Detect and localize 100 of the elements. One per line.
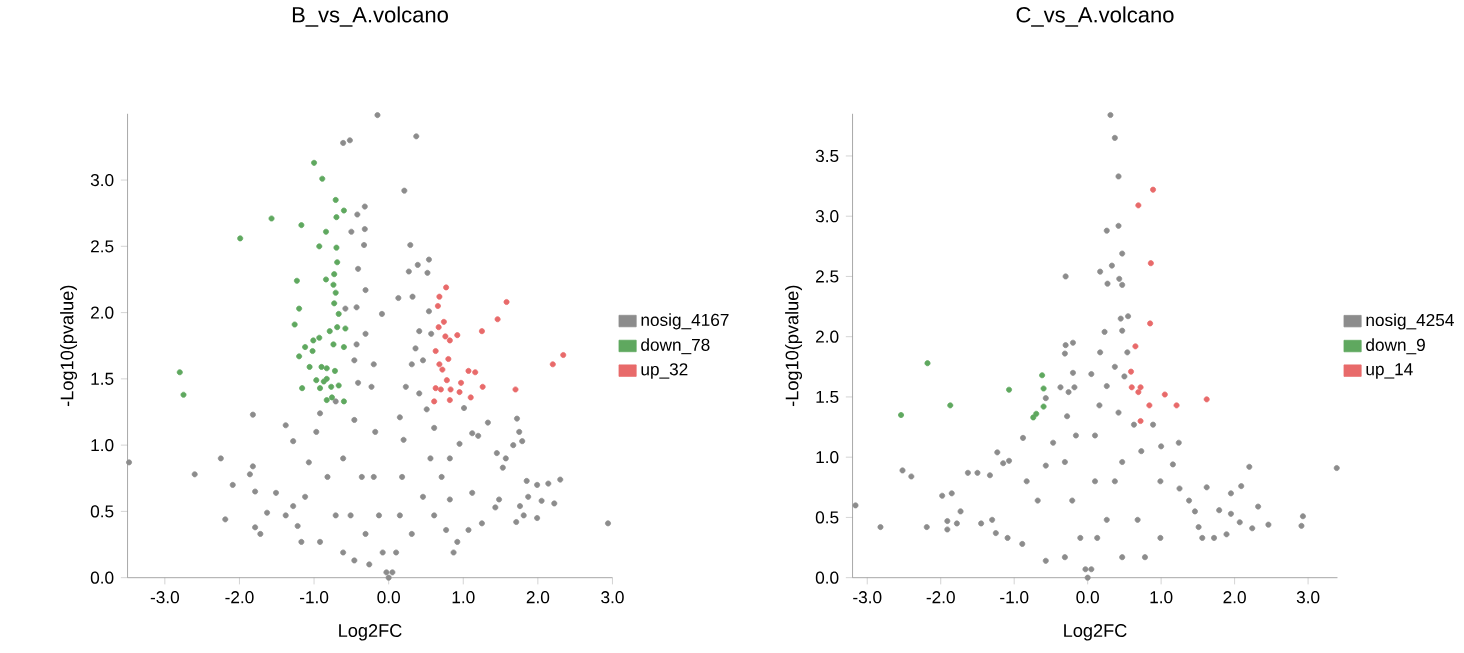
point xyxy=(299,385,306,391)
y-tick-label: 0.0 xyxy=(815,571,839,584)
point xyxy=(1150,186,1157,193)
point xyxy=(436,361,443,368)
point xyxy=(479,383,486,390)
chart-title: B_vs_A.volcano xyxy=(292,6,448,27)
point xyxy=(342,325,349,332)
point xyxy=(443,284,450,291)
point xyxy=(435,324,442,331)
y-tick-label: 2.5 xyxy=(816,270,839,283)
point xyxy=(320,378,327,385)
y-tick-label: 1.0 xyxy=(816,450,839,464)
point xyxy=(1128,368,1134,375)
x-tick-label: -1.0 xyxy=(1000,591,1029,604)
point xyxy=(331,367,338,374)
x-tick-label: 0.0 xyxy=(1076,591,1099,604)
point xyxy=(560,351,567,358)
point xyxy=(445,355,452,362)
point xyxy=(1203,396,1210,403)
point xyxy=(311,159,318,166)
point xyxy=(1030,414,1037,421)
point xyxy=(333,214,340,221)
point xyxy=(437,386,444,393)
x-axis-title: Log2FC xyxy=(1064,623,1127,641)
point xyxy=(331,271,338,278)
point xyxy=(332,196,339,203)
point xyxy=(316,334,323,341)
point xyxy=(293,277,300,284)
y-tick-label: 3.0 xyxy=(90,173,114,187)
point xyxy=(436,293,443,300)
point xyxy=(431,398,438,405)
point xyxy=(328,394,335,401)
point xyxy=(1137,384,1144,391)
x-tick-label: -2.0 xyxy=(926,591,955,604)
point xyxy=(1147,320,1154,327)
point xyxy=(898,411,905,418)
point xyxy=(331,300,338,307)
y-tick-label: 0.5 xyxy=(815,511,839,524)
point xyxy=(323,365,330,372)
x-tick-label: 0.0 xyxy=(377,591,400,604)
point xyxy=(313,377,320,384)
point xyxy=(442,333,449,340)
point xyxy=(323,228,329,235)
y-tick-label: 0.5 xyxy=(90,505,114,518)
point xyxy=(443,377,450,384)
point xyxy=(503,298,510,305)
x-tick-label: -3.0 xyxy=(853,591,882,604)
point xyxy=(467,394,474,401)
point xyxy=(306,363,313,370)
point xyxy=(323,396,330,403)
point xyxy=(330,341,337,348)
point xyxy=(1040,403,1047,410)
legend-label: nosig_4254 xyxy=(1366,313,1454,330)
point xyxy=(447,386,454,393)
y-tick-label: 2.0 xyxy=(91,306,114,319)
point xyxy=(298,222,305,228)
point xyxy=(434,302,441,309)
point xyxy=(1147,260,1154,267)
point xyxy=(456,389,463,395)
point xyxy=(340,343,347,350)
point xyxy=(446,337,453,344)
point xyxy=(1135,202,1142,209)
point xyxy=(446,396,453,403)
y-axis-title: -Log10(pvalue) xyxy=(60,285,78,406)
point xyxy=(340,207,347,214)
point xyxy=(334,259,341,266)
point xyxy=(319,175,326,182)
point xyxy=(1006,386,1013,393)
point xyxy=(309,347,316,354)
x-tick-label: 3.0 xyxy=(601,591,624,604)
legend-label: nosig_4167 xyxy=(641,313,729,330)
x-tick-label: 3.0 xyxy=(1296,591,1320,604)
point xyxy=(440,318,447,325)
y-tick-label: 2.0 xyxy=(816,330,839,343)
point xyxy=(1132,343,1139,350)
point xyxy=(335,310,342,317)
point xyxy=(1146,402,1153,409)
point xyxy=(432,385,439,391)
point xyxy=(332,289,339,296)
x-tick-label: -3.0 xyxy=(150,591,180,604)
x-tick-label: 1.0 xyxy=(1150,591,1173,604)
point xyxy=(432,347,439,354)
point xyxy=(316,243,323,250)
point xyxy=(439,366,446,373)
point xyxy=(318,363,325,370)
y-tick-label: 0.0 xyxy=(90,571,114,584)
point xyxy=(310,337,317,344)
point xyxy=(549,361,556,368)
x-tick-label: -2.0 xyxy=(225,591,254,604)
legend-label: up_32 xyxy=(641,363,688,379)
point xyxy=(334,324,341,331)
point xyxy=(454,332,461,338)
y-tick-label: 1.5 xyxy=(816,390,839,403)
point xyxy=(458,379,464,386)
x-tick-label: 1.0 xyxy=(452,591,475,604)
y-tick-label: 3.0 xyxy=(815,209,839,223)
point xyxy=(465,367,472,374)
point xyxy=(176,369,183,376)
point xyxy=(924,360,931,367)
point xyxy=(296,353,303,360)
